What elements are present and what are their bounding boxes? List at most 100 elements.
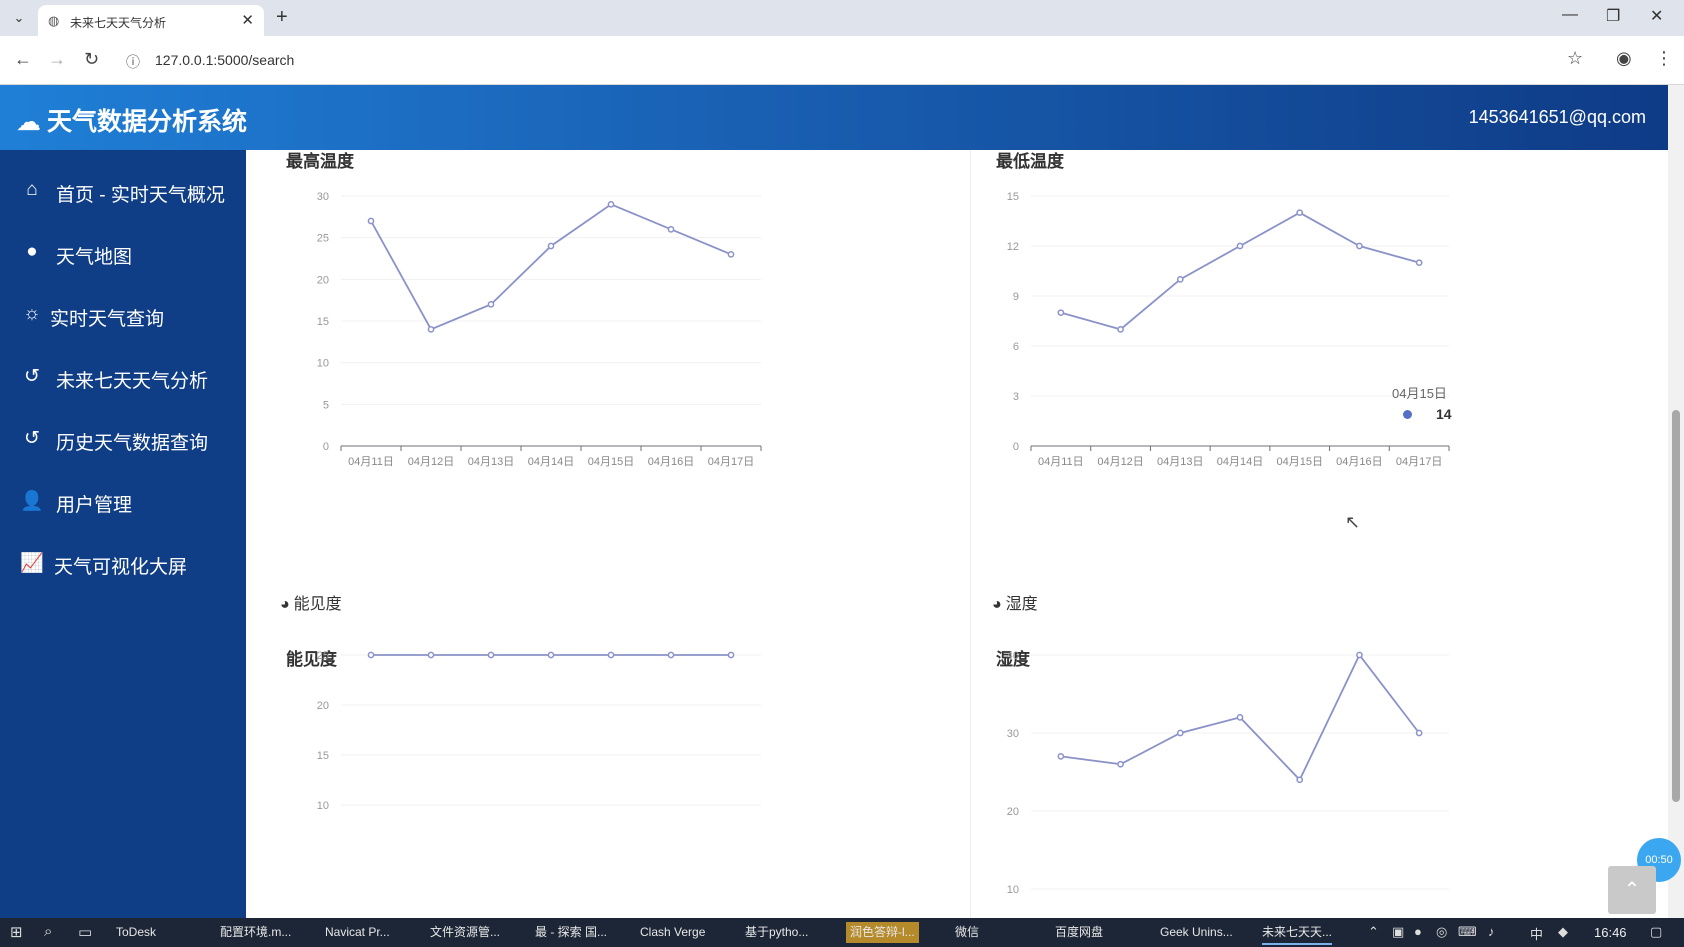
cloud-icon: ☁ (16, 108, 41, 136)
reload-icon[interactable]: ↻ (84, 49, 100, 69)
data-point (1176, 729, 1184, 737)
tray-app-icon[interactable]: ◆ (1558, 924, 1568, 939)
y-tick-label: 30 (317, 191, 329, 203)
windows-start-icon[interactable]: ⊞ (10, 924, 23, 941)
tray-chevron-icon[interactable]: ⌃ (1368, 924, 1379, 939)
x-tick-label: 04月14日 (1217, 456, 1263, 468)
data-point (487, 651, 495, 659)
sidebar-item-label: 历史天气数据查询 (56, 433, 209, 454)
sidebar-item-label: 用户管理 (56, 495, 133, 516)
data-point (727, 651, 735, 659)
taskbar-app[interactable]: Geek Unins... (1160, 925, 1233, 939)
tab-list-button[interactable]: ⌄ (13, 10, 25, 25)
tray-app-icon[interactable]: ▣ (1392, 924, 1405, 939)
forward-icon[interactable]: → (48, 49, 66, 69)
taskbar-app[interactable]: ToDesk (116, 925, 157, 939)
line-chart-icon: 📈 (20, 553, 44, 574)
globe-icon: ● (26, 241, 38, 262)
sidebar-item-seven-day[interactable]: ↺ 未来七天天气分析 (0, 353, 246, 401)
data-point (1176, 275, 1184, 283)
sidebar-item-label: 首页 - 实时天气概况 (56, 185, 225, 206)
x-tick-label: 04月15日 (1276, 456, 1322, 468)
y-tick-label: 10 (1007, 884, 1019, 896)
input-method-indicator[interactable]: 中 (1530, 927, 1544, 942)
page-scrollbar[interactable] (1668, 85, 1684, 918)
back-icon[interactable]: ← (14, 49, 32, 69)
x-tick-label: 04月16日 (648, 456, 694, 468)
sidebar-item-history[interactable]: ↺ 历史天气数据查询 (0, 415, 246, 463)
taskbar-app[interactable]: 最 - 探索 国... (535, 925, 608, 939)
y-tick-label: 10 (317, 800, 329, 812)
taskbar-app[interactable]: 文件资源管... (430, 925, 501, 939)
taskbar-app[interactable]: 未来七天天... (1262, 922, 1333, 945)
site-info-icon[interactable]: ⓘ (126, 54, 140, 70)
data-point (727, 250, 735, 258)
tray-app-icon[interactable]: ● (1414, 924, 1422, 939)
data-point (1236, 714, 1244, 721)
sidebar-item-users[interactable]: 👤 用户管理 (0, 477, 246, 525)
search-icon[interactable]: ⌕ (44, 923, 53, 940)
app-header: ☁ 天气数据分析系统 1453641651@qq.com (0, 85, 1668, 150)
data-point (487, 300, 495, 308)
menu-kebab-icon[interactable]: ⋮ (1655, 48, 1673, 68)
browser-tab[interactable]: ◍ 未来七天天气分析 ✕ (38, 5, 264, 36)
tooltip-date: 04月15日 (1392, 386, 1447, 401)
url-field[interactable]: 127.0.0.1:5000/search (155, 52, 295, 68)
tray-wechat-icon[interactable]: ◎ (1436, 924, 1448, 939)
globe-icon: ◍ (48, 13, 60, 28)
x-tick-label: 04月17日 (1396, 456, 1442, 468)
taskbar-clock: 16:46 (1594, 925, 1627, 940)
notification-icon[interactable]: ▢ (1650, 924, 1663, 939)
taskbar-app[interactable]: 润色答辩-l... (846, 922, 919, 943)
taskbar-app[interactable]: Clash Verge (640, 925, 706, 939)
new-tab-button[interactable]: + (276, 6, 288, 28)
y-tick-label: 0 (323, 441, 329, 453)
user-email[interactable]: 1453641651@qq.com (1468, 107, 1646, 127)
x-tick-label: 04月13日 (468, 456, 514, 468)
y-tick-label: 15 (317, 750, 329, 762)
window-close-icon[interactable]: ✕ (1650, 8, 1664, 25)
back-to-top-button[interactable]: ⌃ (1608, 866, 1656, 914)
data-point (667, 225, 675, 233)
minimize-icon[interactable]: — (1562, 6, 1578, 23)
data-point (1236, 242, 1244, 250)
data-point (547, 242, 555, 250)
address-bar: ← → ↻ ⓘ 127.0.0.1:5000/search ☆ ◉ ⋮ (0, 36, 1684, 85)
data-point (1296, 776, 1304, 784)
taskbar-app[interactable]: 微信 (955, 925, 980, 939)
restore-icon[interactable]: ❐ (1606, 8, 1621, 25)
data-point (1057, 753, 1065, 760)
sidebar-item-home[interactable]: ⌂ 首页 - 实时天气概况 (0, 167, 246, 215)
y-tick-label: 20 (1007, 806, 1019, 818)
volume-icon[interactable]: ♪ (1488, 924, 1495, 939)
max-temp-chart[interactable]: 0 5 10 15 20 25 30 04月11日 04月12日 04月13日 04月14日 04月1… (246, 150, 966, 510)
taskbar-app[interactable]: 基于pytho... (745, 925, 809, 939)
data-point (607, 200, 615, 208)
sidebar-item-label: 未来七天天气分析 (56, 371, 209, 392)
y-tick-label: 5 (323, 399, 329, 411)
x-tick-label: 04月11日 (1038, 456, 1084, 468)
scrollbar-thumb[interactable] (1672, 410, 1680, 802)
sidebar-item-realtime-query[interactable]: ☼ 实时天气查询 (0, 291, 246, 339)
tooltip-value: 14 (1436, 406, 1452, 422)
brand[interactable]: ☁ 天气数据分析系统 (16, 102, 247, 138)
sidebar-item-dashboard[interactable]: 📈 天气可视化大屏 (0, 539, 246, 587)
sidebar-item-weather-map[interactable]: ● 天气地图 (0, 229, 246, 277)
visibility-chart[interactable]: 10 15 20 25 (246, 150, 966, 918)
close-tab-icon[interactable]: ✕ (241, 12, 254, 29)
y-tick-label: 0 (1013, 441, 1019, 453)
visibility-card-label: 能见度 (293, 596, 342, 613)
taskbar-app[interactable]: 百度网盘 (1055, 925, 1104, 939)
taskbar-app[interactable]: 配置环境.m... (220, 925, 292, 939)
main-content: 最高温度 0 5 10 15 20 25 30 04月11日 04月12日 04月13日 04月14… (246, 150, 1668, 918)
taskbar-app[interactable]: Navicat Pr... (325, 925, 390, 939)
x-tick-label: 04月14日 (528, 456, 574, 468)
y-tick-label: 25 (317, 233, 329, 245)
tray-keyboard-icon[interactable]: ⌨ (1458, 924, 1477, 939)
min-temp-chart[interactable]: 0 3 6 9 12 15 04月11日 04月12日 04月13日 04月14日 04月15日 04… (971, 150, 1668, 510)
profile-icon[interactable]: ◉ (1616, 48, 1632, 68)
bookmark-star-icon[interactable]: ☆ (1567, 48, 1584, 68)
home-icon: ⌂ (26, 179, 38, 200)
task-view-icon[interactable]: ▭ (78, 924, 93, 941)
